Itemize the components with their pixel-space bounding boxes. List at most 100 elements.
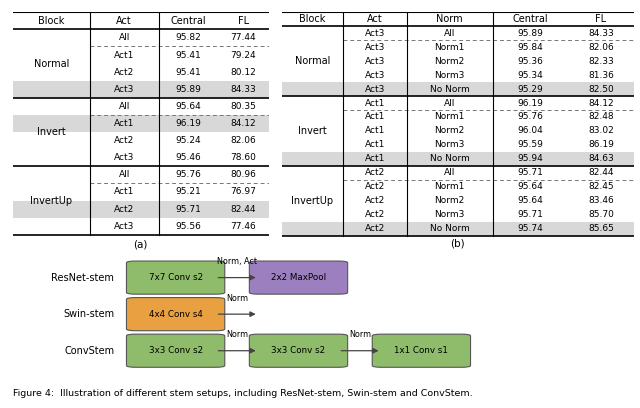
Bar <box>282 152 634 166</box>
Text: 95.29: 95.29 <box>518 84 543 93</box>
Text: 95.64: 95.64 <box>175 102 201 111</box>
Text: 82.44: 82.44 <box>230 204 256 214</box>
Text: 1x1 Conv s1: 1x1 Conv s1 <box>394 346 448 355</box>
Text: Act3: Act3 <box>365 57 385 66</box>
Text: Act2: Act2 <box>365 182 385 191</box>
Text: 77.44: 77.44 <box>230 33 256 42</box>
Text: 95.36: 95.36 <box>518 57 543 66</box>
Text: 95.76: 95.76 <box>518 113 543 122</box>
Text: 83.02: 83.02 <box>588 126 614 135</box>
Text: All: All <box>444 169 456 177</box>
Text: InvertUp: InvertUp <box>291 196 333 206</box>
Text: 80.12: 80.12 <box>230 68 256 77</box>
FancyBboxPatch shape <box>250 261 348 294</box>
Text: Act3: Act3 <box>365 84 385 93</box>
Text: 78.60: 78.60 <box>230 153 256 162</box>
Text: No Norm: No Norm <box>430 154 470 163</box>
Text: Act2: Act2 <box>365 224 385 233</box>
Text: InvertUp: InvertUp <box>30 195 72 206</box>
Text: Norm: Norm <box>226 294 248 303</box>
Text: Act: Act <box>367 14 383 24</box>
Text: 95.94: 95.94 <box>518 154 543 163</box>
Text: Swin-stem: Swin-stem <box>63 309 114 319</box>
Text: Norm1: Norm1 <box>435 182 465 191</box>
Text: 96.19: 96.19 <box>175 119 201 128</box>
Text: 95.59: 95.59 <box>518 140 543 149</box>
Text: Act3: Act3 <box>365 71 385 80</box>
Text: 95.56: 95.56 <box>175 222 201 231</box>
Text: 95.24: 95.24 <box>175 136 201 145</box>
Text: 82.33: 82.33 <box>588 57 614 66</box>
Text: 95.71: 95.71 <box>518 169 543 177</box>
Text: 95.89: 95.89 <box>518 29 543 38</box>
Text: All: All <box>118 33 130 42</box>
Text: 81.36: 81.36 <box>588 71 614 80</box>
Text: 80.96: 80.96 <box>230 171 256 180</box>
Text: 85.70: 85.70 <box>588 210 614 219</box>
Text: Act1: Act1 <box>365 140 385 149</box>
Text: All: All <box>118 171 130 180</box>
Text: 79.24: 79.24 <box>230 51 256 60</box>
Text: Act1: Act1 <box>114 51 134 60</box>
Text: 86.19: 86.19 <box>588 140 614 149</box>
Text: 82.44: 82.44 <box>588 169 614 177</box>
Text: 82.06: 82.06 <box>588 43 614 52</box>
Text: Act1: Act1 <box>114 187 134 197</box>
Text: Act3: Act3 <box>114 85 134 94</box>
Text: 3x3 Conv s2: 3x3 Conv s2 <box>271 346 326 355</box>
Text: 2x2 MaxPool: 2x2 MaxPool <box>271 273 326 282</box>
FancyBboxPatch shape <box>372 334 470 367</box>
Text: Act1: Act1 <box>365 126 385 135</box>
Text: 82.50: 82.50 <box>588 84 614 93</box>
Text: 84.33: 84.33 <box>230 85 256 94</box>
Text: 4x4 Conv s4: 4x4 Conv s4 <box>148 310 202 319</box>
Text: 84.33: 84.33 <box>588 29 614 38</box>
Text: 95.64: 95.64 <box>518 196 543 205</box>
Text: Norm1: Norm1 <box>435 43 465 52</box>
Text: All: All <box>118 102 130 111</box>
Text: Act2: Act2 <box>114 136 134 145</box>
Text: ConvStem: ConvStem <box>64 346 114 356</box>
Bar <box>13 81 269 98</box>
FancyBboxPatch shape <box>127 297 225 331</box>
Text: 7x7 Conv s2: 7x7 Conv s2 <box>148 273 203 282</box>
Text: 83.46: 83.46 <box>588 196 614 205</box>
Bar <box>13 115 269 132</box>
Text: FL: FL <box>237 16 249 26</box>
Text: Norm3: Norm3 <box>435 71 465 80</box>
Text: Norm2: Norm2 <box>435 196 465 205</box>
Text: No Norm: No Norm <box>430 224 470 233</box>
Text: 3x3 Conv s2: 3x3 Conv s2 <box>148 346 203 355</box>
Text: 95.34: 95.34 <box>518 71 543 80</box>
Text: 95.71: 95.71 <box>175 204 201 214</box>
Text: 77.46: 77.46 <box>230 222 256 231</box>
Text: 96.19: 96.19 <box>518 98 543 108</box>
Text: ResNet-stem: ResNet-stem <box>51 273 114 283</box>
Text: Act2: Act2 <box>365 196 385 205</box>
Text: 84.63: 84.63 <box>588 154 614 163</box>
Text: No Norm: No Norm <box>430 84 470 93</box>
Text: Act3: Act3 <box>114 153 134 162</box>
FancyBboxPatch shape <box>127 261 225 294</box>
Text: 95.76: 95.76 <box>175 171 201 180</box>
FancyBboxPatch shape <box>127 334 225 367</box>
Text: Central: Central <box>513 14 548 24</box>
Text: Act2: Act2 <box>114 204 134 214</box>
Text: Norm1: Norm1 <box>435 113 465 122</box>
Text: 96.04: 96.04 <box>518 126 543 135</box>
Text: 80.35: 80.35 <box>230 102 256 111</box>
Text: Block: Block <box>300 14 326 24</box>
Text: Normal: Normal <box>294 56 330 66</box>
Text: Norm2: Norm2 <box>435 126 465 135</box>
Text: 82.48: 82.48 <box>588 113 614 122</box>
Text: Act2: Act2 <box>114 68 134 77</box>
Text: Invert: Invert <box>37 127 65 137</box>
Text: (b): (b) <box>451 238 465 248</box>
Text: 95.82: 95.82 <box>175 33 201 42</box>
Bar <box>282 222 634 236</box>
Text: Act2: Act2 <box>365 210 385 219</box>
Text: 95.41: 95.41 <box>175 51 201 60</box>
Text: Norm3: Norm3 <box>435 210 465 219</box>
Text: 95.89: 95.89 <box>175 85 201 94</box>
Text: 84.12: 84.12 <box>230 119 256 128</box>
